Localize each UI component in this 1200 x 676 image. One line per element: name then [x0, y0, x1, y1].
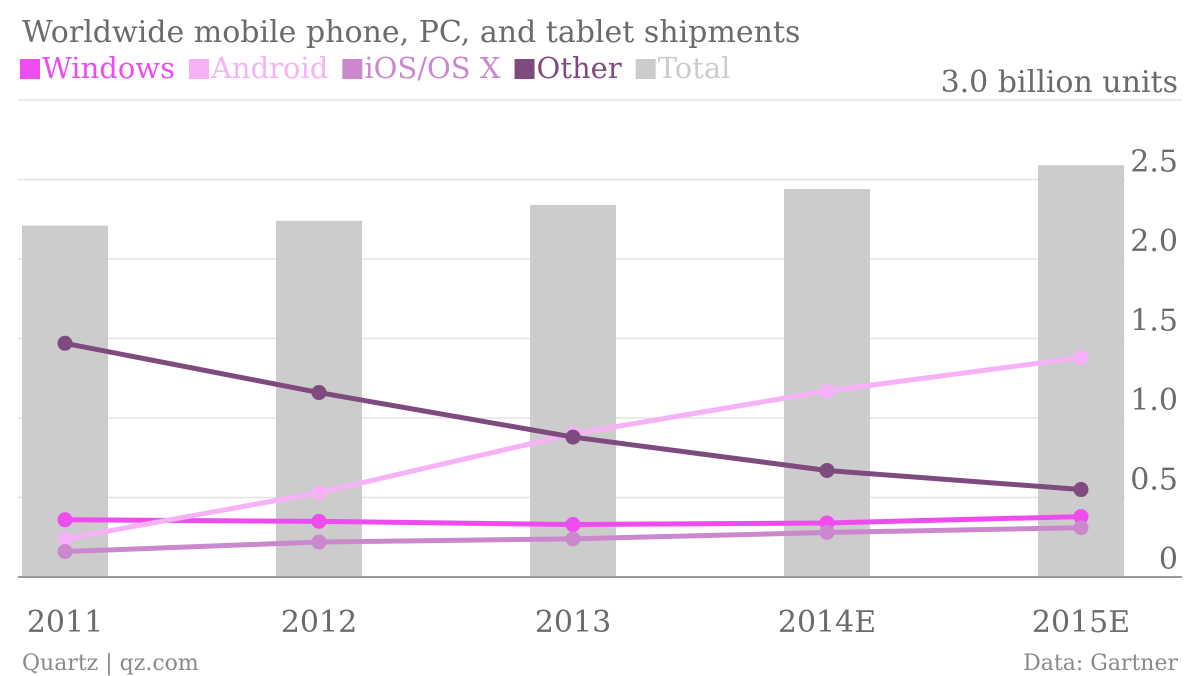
data-point — [311, 513, 327, 529]
legend-item-ios-os-x: iOS/OS X — [342, 51, 501, 85]
legend-swatch — [514, 59, 535, 79]
series-windows — [57, 509, 1089, 533]
data-point — [311, 534, 327, 550]
y-tick-label: 2.5 — [1130, 145, 1178, 180]
series-lines — [57, 335, 1089, 560]
series-ios-os-x — [57, 520, 1089, 560]
legend-item-total: Total — [635, 51, 731, 85]
source-right: Data: Gartner — [1023, 651, 1178, 676]
data-point — [311, 485, 327, 501]
x-tick-label: 2013 — [535, 605, 611, 640]
data-point — [565, 429, 581, 445]
data-point — [565, 531, 581, 547]
chart-title: Worldwide mobile phone, PC, and tablet s… — [22, 15, 800, 50]
bar-total-2013 — [530, 204, 616, 577]
legend-item-other: Other — [514, 51, 622, 85]
data-point — [565, 517, 581, 533]
y-tick-label: 1.0 — [1130, 383, 1178, 418]
data-point — [57, 335, 73, 351]
data-point — [1073, 350, 1089, 366]
unit-label: 3.0 billion units — [941, 65, 1178, 100]
data-point — [57, 531, 73, 547]
x-tick-label: 2015E — [1032, 605, 1130, 640]
legend-label: Total — [658, 51, 731, 85]
x-tick-label: 2014E — [778, 605, 876, 640]
data-point — [819, 524, 835, 540]
y-tick-label: 0.5 — [1130, 463, 1178, 498]
y-tick-label: 1.5 — [1130, 304, 1178, 339]
legend-label: iOS/OS X — [364, 51, 501, 85]
data-point — [311, 385, 327, 401]
data-point — [1073, 482, 1089, 498]
bar-total-2014E — [784, 189, 870, 578]
legend-swatch — [342, 59, 363, 79]
legend-swatch — [20, 59, 40, 79]
y-tick-label: 2.0 — [1130, 224, 1178, 259]
x-axis-ticks: 2011 2012 2013 2014E 2015E — [27, 605, 1130, 640]
bars-total — [22, 165, 1124, 578]
y-axis-ticks: 0.5 1.0 1.5 2.0 2.5 0 — [1130, 145, 1178, 578]
x-tick-label: 2012 — [281, 605, 357, 640]
legend-swatch — [635, 59, 656, 79]
data-point — [57, 544, 73, 560]
legend-item-windows: Windows — [20, 51, 175, 85]
data-point — [57, 512, 73, 528]
data-point — [1073, 520, 1089, 536]
legend-label: Android — [210, 51, 328, 85]
legend-label: Windows — [42, 51, 175, 85]
series-other — [57, 335, 1089, 498]
y-tick-label: 0 — [1159, 542, 1178, 577]
data-point — [819, 462, 835, 478]
data-point — [819, 383, 835, 399]
source-left: Quartz | qz.com — [22, 651, 199, 676]
bar-total-2015E — [1038, 165, 1124, 577]
legend-item-android: Android — [188, 51, 328, 85]
legend-swatch — [188, 59, 209, 79]
data-point — [1073, 509, 1089, 525]
legend: Windows Android iOS/OS X Other Total — [20, 51, 730, 85]
x-tick-label: 2011 — [27, 605, 103, 640]
legend-label: Other — [537, 51, 622, 85]
